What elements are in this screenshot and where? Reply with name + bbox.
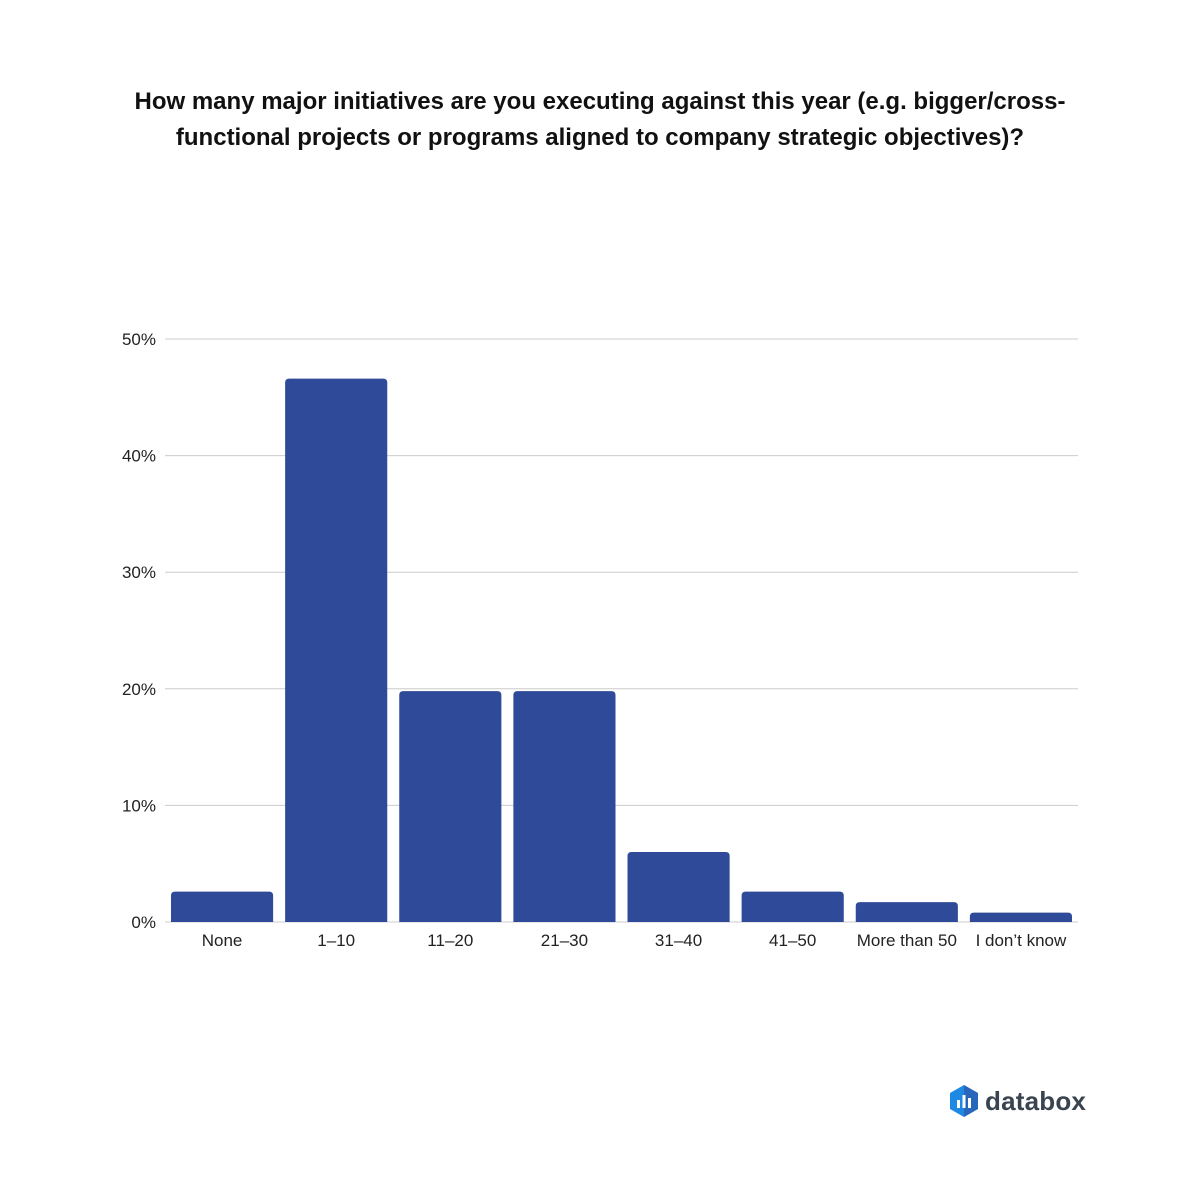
bar — [627, 852, 730, 922]
databox-logo-icon — [950, 1085, 978, 1117]
x-tick-label: 1–10 — [317, 931, 355, 950]
y-tick-label: 0% — [131, 913, 156, 932]
x-tick-label: 11–20 — [427, 931, 473, 950]
x-axis-ticks: None 1–10 11–20 21–30 31–40 41–50 More than 50… — [202, 931, 1067, 950]
bar — [741, 891, 844, 922]
bar — [399, 691, 502, 922]
x-tick-label: 41–50 — [769, 931, 816, 950]
chart-title: How many major initiatives are you execu… — [134, 88, 1066, 151]
x-tick-label: More than 50 — [857, 931, 957, 950]
y-tick-label: 10% — [122, 796, 156, 815]
bar — [969, 912, 1072, 922]
x-tick-label: 21–30 — [541, 931, 588, 950]
brand-name: databox — [985, 1085, 1087, 1116]
bar — [171, 891, 274, 922]
bar — [855, 902, 958, 922]
y-tick-label: 30% — [122, 563, 156, 582]
x-tick-label: 31–40 — [655, 931, 702, 950]
y-tick-label: 20% — [122, 680, 156, 699]
bar — [513, 691, 616, 922]
y-tick-label: 40% — [122, 447, 156, 466]
x-tick-label: None — [202, 931, 243, 950]
y-axis-ticks: 0% 10% 20% 30% 40% 50% — [122, 330, 156, 932]
bar — [285, 378, 388, 922]
databox-brand: databox — [950, 1083, 1086, 1119]
bars — [171, 378, 1072, 922]
y-tick-label: 50% — [122, 330, 156, 349]
x-tick-label: I don’t know — [976, 931, 1067, 950]
